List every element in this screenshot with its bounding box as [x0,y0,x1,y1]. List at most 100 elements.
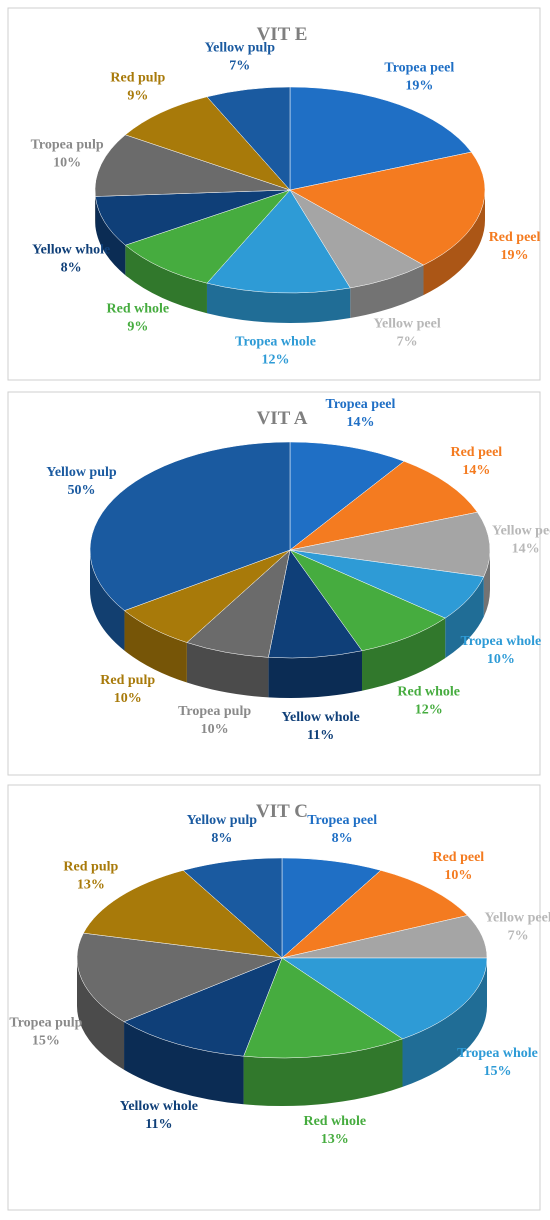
data-label: Red whole 13% [303,1114,366,1147]
slice [95,189,291,246]
slice [281,957,488,1040]
category-label: Red whole [303,1114,366,1129]
value-label: 11% [145,1117,172,1132]
data-label: Tropea pulp 10% [178,704,251,737]
data-label: Red peel 14% [450,445,502,478]
chart-panel: VIT E Tropea peel 19% Red peel 19% Yellow pee… [7,7,541,381]
data-label: Red pulp 13% [63,859,118,892]
value-label: 12% [415,703,443,718]
value-label: 15% [32,1033,60,1048]
value-label: 10% [444,868,472,883]
slice [281,870,468,959]
category-label: Red pulp [110,71,165,86]
data-label: Yellow whole 8% [32,242,110,275]
slice-side [243,1038,403,1106]
category-label: Yellow peel [492,523,550,538]
data-label: Yellow peel 14% [492,523,550,556]
chart-panel: VIT C Tropea peel 8% Red peel 10% Yellow peel… [7,784,550,1211]
data-label: Red peel 19% [489,230,541,263]
slice-side [423,190,485,296]
slice [94,134,291,197]
value-label: 19% [501,248,529,263]
data-label: Tropea pulp 15% [9,1015,82,1048]
category-label: Tropea peel [307,813,377,828]
chart-title: VIT A [257,408,308,429]
category-label: Yellow peel [484,911,550,926]
slice-side [350,265,424,318]
slice-side [90,550,125,651]
data-label: Tropea peel 8% [307,813,377,846]
slice [83,870,283,959]
slice [76,932,283,1023]
slice-side [124,610,187,683]
data-label: Yellow pulp 50% [46,465,117,498]
category-label: Red whole [107,301,170,316]
category-label: Tropea peel [326,397,396,412]
data-label: Red pulp 9% [110,71,165,104]
value-label: 10% [53,156,81,171]
data-label: Tropea pulp 10% [31,138,104,171]
chart-title: VIT E [257,24,308,45]
data-label: Red whole 9% [107,301,170,334]
category-label: Yellow peel [373,316,440,331]
data-label: Yellow peel 7% [373,316,440,349]
category-label: Tropea whole [457,1046,538,1061]
slice-side [206,283,351,323]
category-label: Red peel [489,230,541,245]
panel-border [7,391,541,776]
value-label: 9% [127,89,148,104]
slice [289,441,405,551]
data-label: Tropea whole 12% [235,335,316,368]
value-label: 7% [397,334,418,349]
slice-side [268,650,363,698]
data-label: Tropea peel 14% [326,397,396,430]
slice-side [77,958,125,1070]
slice [289,86,472,191]
value-label: 8% [61,260,82,275]
slice-side [445,576,484,659]
data-label: Yellow whole 11% [120,1099,198,1132]
data-label: Tropea peel 19% [384,60,454,93]
slice [289,511,491,577]
slice-side [125,245,207,314]
slice-side [124,1021,244,1105]
value-label: 10% [487,652,515,667]
value-label: 19% [405,78,433,93]
slice [206,86,291,191]
slice-side [402,958,487,1087]
category-label: Tropea pulp [9,1015,82,1030]
slice [206,189,351,294]
slice [289,549,446,652]
value-label: 12% [262,353,290,368]
value-label: 13% [77,877,105,892]
category-label: Yellow pulp [205,40,276,55]
category-label: Red whole [397,685,460,700]
slice [243,957,404,1059]
panel-border [7,7,541,381]
value-label: 14% [346,415,374,430]
slice-side [95,196,126,276]
category-label: Tropea pulp [178,704,251,719]
category-label: Yellow pulp [46,465,117,480]
category-label: Red peel [450,445,502,460]
data-label: Yellow pulp 7% [205,40,276,73]
value-label: 8% [211,831,232,846]
value-label: 10% [201,722,229,737]
category-label: Yellow whole [282,710,360,725]
slice [124,189,291,284]
slice [182,857,283,959]
data-label: Tropea whole 10% [460,634,541,667]
category-label: Red peel [432,850,484,865]
value-label: 50% [67,483,95,498]
value-label: 7% [229,58,250,73]
value-label: 9% [127,319,148,334]
slice [123,957,283,1057]
slice [289,151,486,266]
category-label: Yellow pulp [187,813,258,828]
slice [268,549,363,659]
slice-side [483,550,490,617]
category-label: Yellow whole [32,242,110,257]
category-label: Red pulp [63,859,118,874]
value-label: 15% [484,1064,512,1079]
